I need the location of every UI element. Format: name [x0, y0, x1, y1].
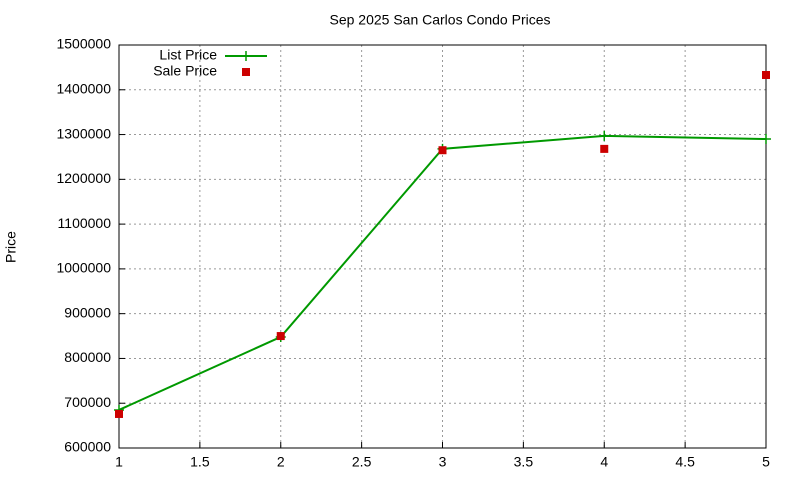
legend-marker	[241, 51, 251, 61]
series-line	[118, 134, 767, 411]
y-tick-label: 1000000	[56, 260, 111, 276]
y-tick-label: 1200000	[56, 170, 111, 186]
chart-title: Sep 2025 San Carlos Condo Prices	[329, 12, 550, 28]
y-tick-label: 700000	[64, 394, 111, 410]
y-tick-label: 900000	[64, 304, 111, 320]
x-tick-label: 2.5	[352, 454, 372, 470]
plot-frame	[118, 44, 767, 449]
x-tick-label: 4	[600, 454, 608, 470]
point-marker	[599, 130, 610, 141]
point-marker	[438, 146, 447, 155]
x-tick-label: 1	[115, 454, 123, 470]
y-tick-label: 1400000	[56, 80, 111, 96]
y-axis-label: Price	[3, 231, 19, 263]
legend-label: Sale Price	[153, 63, 217, 79]
y-tick-label: 1100000	[58, 215, 112, 231]
x-tick-label: 3	[439, 454, 447, 470]
x-tick-label: 4.5	[675, 454, 695, 470]
x-tick-label: 2	[277, 454, 285, 470]
point-marker	[115, 409, 123, 418]
y-tick-label: 1300000	[56, 125, 111, 141]
point-marker	[276, 332, 285, 341]
legend-label: List Price	[159, 47, 217, 63]
x-tick-label: 5	[762, 454, 770, 470]
x-tick-label: 3.5	[514, 454, 534, 470]
x-tick-label: 1.5	[190, 454, 210, 470]
y-tick-label: 1500000	[56, 36, 111, 52]
point-marker	[762, 71, 770, 80]
point-marker	[761, 134, 771, 145]
point-marker	[600, 144, 609, 153]
y-tick-label: 800000	[64, 349, 111, 365]
legend-marker	[242, 68, 250, 76]
y-tick-label: 600000	[64, 439, 111, 455]
